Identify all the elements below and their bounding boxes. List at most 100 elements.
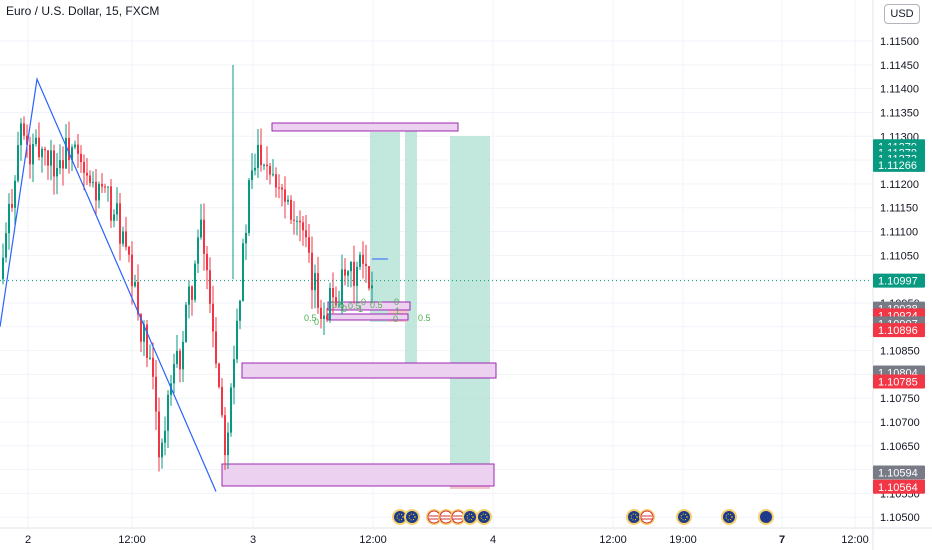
eu-flag-icon: [462, 509, 478, 525]
event-flag: [760, 511, 772, 523]
y-tick-label: 1.11500: [880, 36, 919, 48]
chart-title: Euro / U.S. Dollar, 15, FXCM: [6, 4, 160, 18]
candle-body: [221, 386, 223, 416]
candle-body: [341, 269, 343, 305]
target-zone: [370, 132, 400, 322]
candle-body: [227, 432, 229, 456]
price-label: 1.10785: [878, 377, 918, 389]
candle-body: [323, 315, 325, 319]
us-flag-icon: [450, 509, 466, 525]
candle-body: [167, 394, 169, 431]
candle-body: [152, 357, 154, 377]
fib-label: 0: [393, 314, 398, 324]
candle-body: [8, 203, 10, 234]
x-tick-label: 3: [250, 534, 256, 546]
flag-stars: [408, 513, 416, 521]
candle-body: [251, 170, 253, 181]
fib-label: 0.5: [370, 300, 383, 310]
candle-body: [59, 160, 61, 169]
candle-body: [119, 203, 121, 244]
candle-body: [77, 144, 79, 154]
candle-body: [125, 231, 127, 247]
candle-body: [188, 286, 190, 305]
event-flag: [394, 511, 406, 523]
y-tick-label: 1.11100: [880, 227, 918, 239]
candle-body: [56, 168, 58, 177]
candle-body: [215, 331, 217, 364]
candle-body: [290, 199, 292, 220]
candle-body: [287, 199, 289, 202]
candle-body: [29, 144, 31, 165]
candle-body: [83, 162, 85, 173]
candle-body: [317, 273, 319, 308]
x-tick-label: 4: [490, 534, 496, 546]
candle-body: [242, 243, 244, 301]
candle-body: [356, 266, 358, 286]
y-tick-label: 1.11350: [880, 107, 919, 119]
candle-body: [80, 153, 82, 163]
y-tick-label: 1.10650: [880, 441, 920, 453]
candle-body: [329, 288, 331, 320]
x-tick-label: 12:00: [359, 534, 387, 546]
event-flag: [640, 510, 654, 524]
currency-button[interactable]: USD: [884, 4, 920, 24]
candle-body: [107, 186, 109, 188]
y-tick-label: 1.10700: [880, 417, 920, 429]
y-tick-label: 1.11450: [880, 60, 919, 72]
candle-body: [266, 164, 268, 167]
candle-body: [275, 174, 277, 188]
candle-body: [260, 144, 262, 166]
candle-body: [212, 303, 214, 332]
candle-body: [245, 232, 247, 244]
candle-body: [218, 363, 220, 387]
fib-label: 0: [342, 304, 347, 314]
candle-body: [365, 263, 367, 267]
price-label: 1.10896: [878, 325, 918, 337]
fib-label: 0: [394, 297, 399, 307]
candle-body: [371, 285, 373, 289]
eu-flag-icon: [626, 509, 642, 525]
candle-body: [143, 324, 145, 342]
price-label-bg: [873, 157, 925, 172]
event-flag: [478, 511, 490, 523]
event-flag: [464, 511, 476, 523]
candle-body: [44, 148, 46, 151]
candle-body: [248, 180, 250, 233]
candle-body: [359, 254, 361, 267]
candle-body: [326, 315, 328, 320]
candle-body: [314, 273, 316, 291]
candle-body: [302, 222, 304, 231]
candle-body: [122, 231, 124, 244]
candle-body: [62, 160, 64, 169]
eu-flag-icon: [392, 509, 408, 525]
candle-body: [14, 180, 16, 208]
event-flag: [406, 511, 418, 523]
target-zone: [405, 130, 417, 370]
x-tick-label: 7: [779, 534, 785, 546]
candle-body: [335, 297, 337, 306]
candle-body: [182, 341, 184, 370]
price-label-bg: [873, 273, 925, 288]
candle-body: [158, 411, 160, 458]
candle-body: [104, 186, 106, 188]
candle-body: [209, 270, 211, 304]
candle-body: [230, 387, 232, 433]
event-flag: [678, 511, 690, 523]
candle-body: [68, 137, 70, 161]
candle-body: [11, 203, 13, 208]
candle-body: [146, 324, 148, 358]
candle-body: [233, 359, 235, 388]
candle-body: [185, 304, 187, 342]
candle-body: [101, 183, 103, 187]
target-zone: [450, 136, 490, 486]
x-tick-label: 12:00: [599, 534, 627, 546]
candle-body: [32, 144, 34, 165]
candle-body: [206, 253, 208, 271]
candle-body: [155, 376, 157, 412]
candle-body: [128, 246, 130, 255]
candle-body: [179, 350, 181, 370]
price-label: 1.11266: [878, 160, 917, 172]
candle-body: [86, 172, 88, 176]
candle-body: [353, 261, 355, 286]
